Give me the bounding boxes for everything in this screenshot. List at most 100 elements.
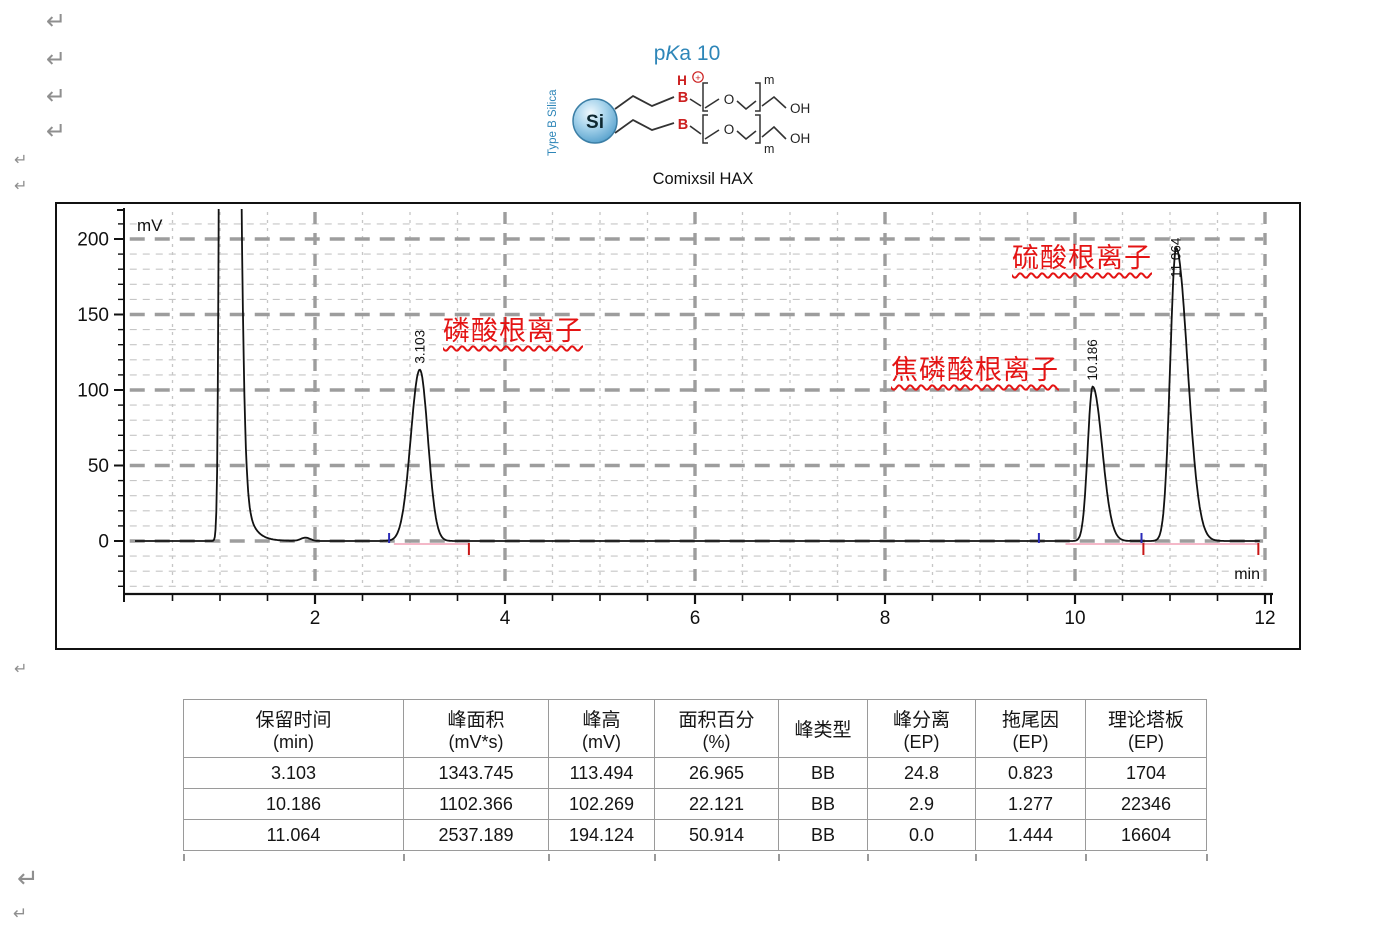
table-cell: 0.0	[867, 819, 976, 851]
boron-atom-label: B	[678, 90, 688, 106]
hydroxyl-label: OH	[790, 101, 810, 116]
pka-label: pKa 10	[654, 42, 721, 65]
bond	[689, 125, 702, 135]
y-tick-label: 200	[77, 230, 109, 251]
table-cell: 11.064	[183, 819, 404, 851]
column-header: 理论塔板 (EP)	[1085, 699, 1207, 758]
table-cell: BB	[778, 788, 868, 820]
table-row: 10.186 1102.366 102.269 22.121 BB 2.9 1.277 223…	[183, 788, 1207, 820]
hydroxyl-label: OH	[790, 131, 810, 146]
cutoff-row-border	[1085, 854, 1087, 861]
table-cell: 3.103	[183, 757, 404, 789]
cutoff-row-border	[975, 854, 977, 861]
table-cell: 1343.745	[403, 757, 549, 789]
silica-sphere	[572, 98, 618, 144]
cutoff-row-border	[867, 854, 869, 861]
chromatogram-plot: 0 50 100 150 200 2 4 6 8 10 12 mV min 3.103 10.186 11.0…	[77, 208, 1276, 629]
table-cell: 194.124	[548, 819, 655, 851]
x-tick-label: 8	[880, 608, 891, 629]
column-header: 峰面积 (mV*s)	[403, 699, 549, 758]
bracket	[702, 114, 708, 144]
structure-caption: Comixsil HAX	[653, 170, 754, 188]
column-header: 面积百分 (%)	[654, 699, 779, 758]
bond	[736, 130, 757, 141]
cutoff-row-border	[183, 854, 185, 861]
x-tick-label: 12	[1254, 608, 1275, 629]
results-table: 保留时间 (min) 峰面积 (mV*s) 峰高 (mV) 面积百分 (%) 峰类型 峰分离 (EP…	[183, 699, 1207, 851]
bond	[704, 129, 720, 140]
table-cell: 2537.189	[403, 819, 549, 851]
paragraph-mark-icon: ↵	[14, 178, 28, 195]
table-cell: 22.121	[654, 788, 779, 820]
cutoff-row-border	[403, 854, 405, 861]
x-tick-label: 10	[1064, 608, 1085, 629]
table-cell: 102.269	[548, 788, 655, 820]
table-cell: 1.444	[975, 819, 1086, 851]
table-cell: 22346	[1085, 788, 1207, 820]
repeat-count-label: m	[764, 73, 774, 87]
x-tick-label: 6	[690, 608, 701, 629]
table-cell: BB	[778, 819, 868, 851]
si-atom-label: Si	[586, 112, 604, 133]
peak-rt-label: 11.064	[1169, 237, 1184, 278]
upper-chain-bond	[614, 94, 675, 110]
y-tick-label: 100	[77, 381, 109, 402]
chemical-structure-figure: pKa 10 Type B Silica Si B B H + O	[535, 36, 880, 198]
bond	[736, 100, 757, 111]
bond	[761, 95, 787, 109]
bond	[761, 125, 787, 140]
column-header: 拖尾因 (EP)	[975, 699, 1086, 758]
bond	[689, 98, 702, 107]
table-cell: 50.914	[654, 819, 779, 851]
table-cell: 0.823	[975, 757, 1086, 789]
cutoff-row-border	[1206, 854, 1208, 861]
table-cell: 1704	[1085, 757, 1207, 789]
paragraph-mark-icon: ↵	[46, 83, 67, 110]
paragraph-mark-icon: ↵	[46, 8, 67, 35]
ion-annotation: 硫酸根离子	[1012, 243, 1152, 273]
column-header: 峰分离 (EP)	[867, 699, 976, 758]
table-row: 11.064 2537.189 194.124 50.914 BB 0.0 1.444 166…	[183, 819, 1207, 851]
cutoff-row-border	[778, 854, 780, 861]
paragraph-mark-icon: ↵	[14, 152, 28, 169]
y-tick-label: 50	[88, 456, 109, 477]
table-cell: 1102.366	[403, 788, 549, 820]
paragraph-mark-icon: ↵	[46, 46, 67, 73]
ion-annotation: 磷酸根离子	[443, 316, 583, 346]
structure-drawing: pKa 10 Type B Silica Si B B H + O	[547, 42, 810, 188]
table-cell: 2.9	[867, 788, 976, 820]
bracket	[755, 82, 761, 112]
paragraph-mark-icon: ↵	[14, 661, 28, 678]
repeat-count-label: m	[764, 142, 774, 156]
bracket	[702, 82, 708, 112]
column-header: 峰高 (mV)	[548, 699, 655, 758]
x-tick-label: 2	[310, 608, 321, 629]
oxygen-atom-label: O	[724, 92, 735, 107]
cutoff-row-border	[548, 854, 550, 861]
table-cell: 16604	[1085, 819, 1207, 851]
table-cell: 10.186	[183, 788, 404, 820]
y-tick-label: 0	[98, 532, 109, 553]
results-table-wrap: 保留时间 (min) 峰面积 (mV*s) 峰高 (mV) 面积百分 (%) 峰类型 峰分离 (EP…	[183, 699, 1209, 861]
chromatogram-panel: 0 50 100 150 200 2 4 6 8 10 12 mV min 3.103 10.186 11.0…	[55, 202, 1301, 650]
paragraph-mark-icon: ↵	[13, 904, 28, 923]
peak-rt-label: 10.186	[1085, 339, 1100, 380]
peak-rt-label: 3.103	[412, 330, 427, 364]
table-cell: 113.494	[548, 757, 655, 789]
table-cell: 26.965	[654, 757, 779, 789]
chromatogram-trace	[134, 209, 1260, 542]
oxygen-atom-label: O	[724, 122, 735, 137]
x-tick-label: 4	[500, 608, 511, 629]
paragraph-mark-icon: ↵	[46, 118, 67, 145]
plus-charge-label: +	[695, 73, 701, 84]
bond	[704, 98, 720, 109]
plus-charge-icon	[692, 71, 704, 83]
ion-annotation: 焦磷酸根离子	[891, 355, 1059, 385]
table-row: 3.103 1343.745 113.494 26.965 BB 24.8 0.823 170…	[183, 757, 1207, 789]
hydrogen-atom-label: H	[677, 73, 687, 88]
table-cell: 1.277	[975, 788, 1086, 820]
boron-atom-label: B	[678, 117, 688, 133]
x-axis-unit-label: min	[1234, 566, 1260, 583]
y-axis-unit-label: mV	[137, 216, 163, 235]
type-b-silica-label: Type B Silica	[547, 89, 559, 156]
